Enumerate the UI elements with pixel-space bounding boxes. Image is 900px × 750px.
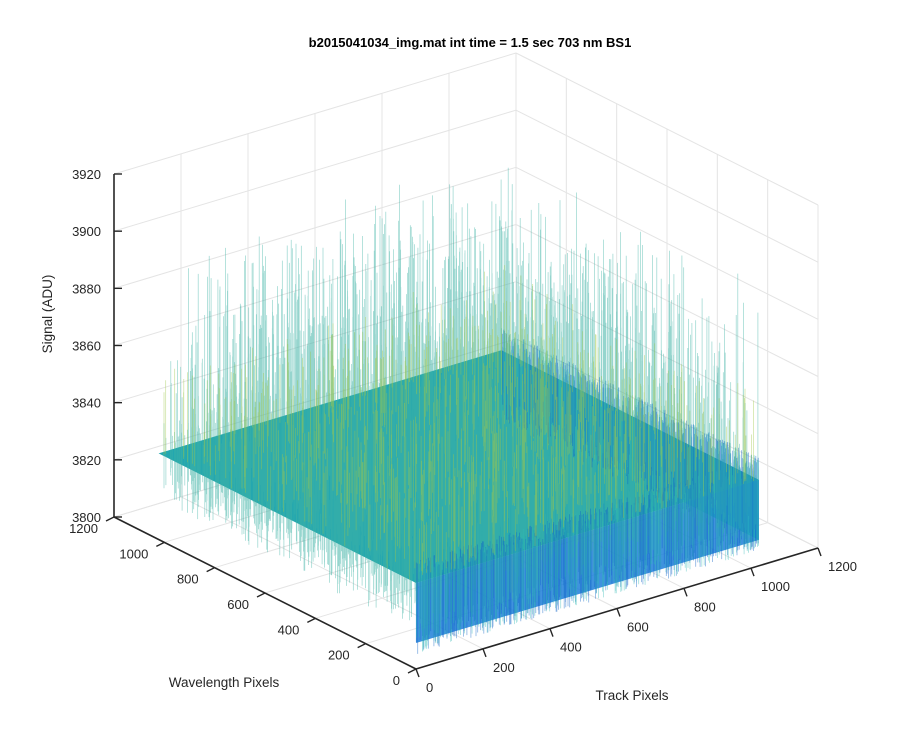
x-tick-label: 0 [426, 680, 433, 695]
grid-line [113, 109, 517, 232]
y-tick [105, 516, 115, 522]
y-axis-label: Wavelength Pixels [169, 675, 280, 690]
grid-line [515, 281, 819, 435]
x-tick-label: 600 [627, 620, 649, 635]
x-tick [482, 648, 487, 658]
y-tick-label: 0 [393, 673, 400, 688]
x-tick-label: 800 [694, 599, 716, 614]
tick-labels: 0 200 400 600 800 1000 1200 0 200 400 600 800 1000 12… [69, 167, 857, 695]
x-tick-label: 1000 [761, 579, 790, 594]
y-tick-label: 800 [177, 572, 199, 587]
y-tick-label: 1000 [119, 546, 148, 561]
y-tick-label: 1200 [69, 521, 98, 536]
y-tick [206, 567, 215, 573]
y-tick-label: 200 [328, 648, 350, 663]
y-tick [256, 592, 266, 598]
x-tick [415, 668, 420, 678]
y-tick-label: 400 [278, 622, 300, 637]
z-tick-label: 3800 [72, 510, 101, 525]
z-tick-label: 3900 [72, 224, 101, 239]
y-tick [307, 617, 316, 623]
x-tick-label: 200 [493, 660, 515, 675]
surface-highlights [163, 265, 754, 580]
y-tick [357, 643, 366, 649]
surface [158, 167, 759, 654]
grid-line [515, 52, 819, 206]
x-tick-label: 1200 [828, 559, 857, 574]
x-axis-label: Track Pixels [595, 688, 668, 703]
x-tick [549, 628, 554, 637]
x-tick-label: 400 [560, 640, 582, 655]
y-tick [407, 668, 417, 674]
grid-line [113, 52, 517, 175]
x-tick [750, 567, 755, 577]
x-tick [817, 547, 822, 557]
grid-line [515, 109, 819, 263]
z-axis-label: Signal (ADU) [40, 275, 55, 354]
z-tick-label: 3880 [72, 281, 101, 296]
y-tick [156, 541, 165, 547]
grid-line [515, 224, 819, 377]
z-tick-label: 3840 [72, 396, 101, 411]
grid-line [113, 224, 517, 346]
grid-line [113, 166, 517, 289]
z-tick-label: 3920 [72, 167, 101, 182]
chart-title: b2015041034_img.mat int time = 1.5 sec 7… [309, 35, 632, 50]
grid-line [515, 166, 819, 320]
x-tick [683, 588, 688, 597]
axes [105, 173, 822, 678]
y-tick-label: 600 [227, 597, 249, 612]
z-tick-label: 3860 [72, 339, 101, 354]
x-tick [616, 608, 621, 617]
z-tick-label: 3820 [72, 453, 101, 468]
